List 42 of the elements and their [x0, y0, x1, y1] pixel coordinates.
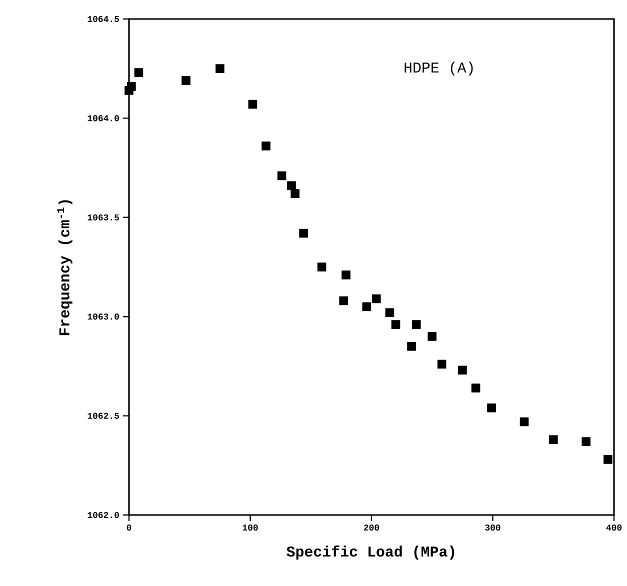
- x-tick-label: 100: [242, 524, 258, 531]
- point: [604, 455, 612, 464]
- x-tick-label: 0: [126, 524, 132, 531]
- y-tick-label: 1062.5: [88, 412, 120, 419]
- point: [262, 142, 270, 150]
- point: [317, 262, 326, 272]
- point: [299, 228, 308, 238]
- y-tick-label: 1064.0: [88, 115, 119, 122]
- point: [277, 171, 286, 180]
- point: [339, 296, 348, 306]
- point: [182, 76, 190, 85]
- point: [458, 366, 467, 375]
- point: [216, 64, 224, 73]
- x-tick-label: 200: [364, 524, 380, 531]
- point: [362, 302, 372, 312]
- point: [290, 189, 300, 198]
- y-tick-label: 1063.0: [88, 314, 119, 320]
- point: [487, 403, 496, 412]
- point: [412, 320, 421, 329]
- point: [582, 437, 591, 446]
- point: [437, 360, 446, 369]
- point: [134, 68, 144, 77]
- y-axis-title: Frequency (cm$^{-1}$): [57, 200, 72, 336]
- point: [548, 435, 558, 444]
- x-tick-label: 400: [606, 524, 622, 531]
- annotation: HDPE (A): [404, 62, 473, 76]
- point: [520, 417, 529, 426]
- x-tick-label: 300: [485, 524, 500, 531]
- y-tick-label: 1062.0: [88, 512, 119, 518]
- point: [127, 82, 136, 91]
- point: [471, 384, 480, 392]
- y-tick-label: 1064.5: [88, 16, 120, 22]
- point: [407, 342, 416, 351]
- point: [428, 332, 437, 341]
- point: [287, 181, 296, 190]
- point: [248, 100, 258, 109]
- y-tick-label: 1063.5: [88, 214, 120, 220]
- point: [342, 270, 350, 280]
- x-axis-title: Specific Load (MPa): [286, 545, 454, 560]
- point: [391, 320, 400, 329]
- point: [385, 308, 394, 318]
- point: [372, 294, 381, 304]
